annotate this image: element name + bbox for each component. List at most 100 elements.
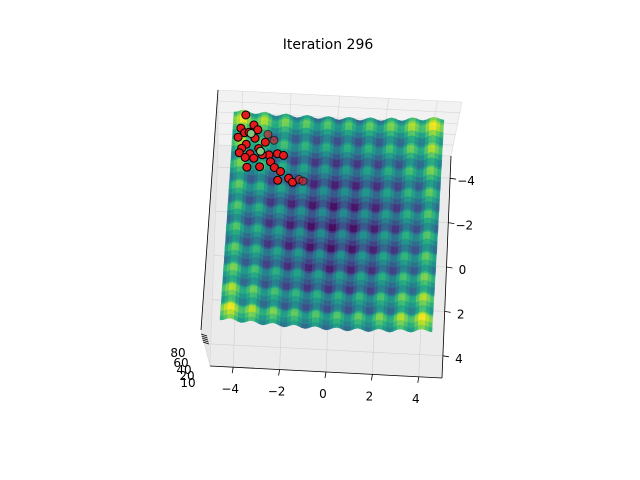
surface-cell — [309, 243, 315, 249]
surface-cell — [230, 265, 235, 271]
surface-cell — [286, 273, 291, 279]
surface-cell — [231, 245, 236, 251]
surface-cell — [393, 198, 398, 206]
surface-cell — [421, 319, 426, 326]
surface-cell — [222, 271, 228, 278]
surface-cell — [276, 208, 281, 214]
surface-cell — [270, 193, 275, 200]
surface-cell — [439, 131, 444, 139]
surface-cell — [353, 219, 358, 226]
surface-cell — [306, 299, 311, 306]
surface-cell — [378, 324, 383, 330]
surface-cell — [256, 185, 261, 191]
particle-point — [273, 175, 283, 185]
surface-cell — [306, 295, 311, 301]
surface-cell — [337, 137, 342, 143]
particle-point — [249, 153, 259, 163]
surface-cell — [221, 291, 226, 297]
surface-cell — [275, 229, 280, 235]
surface-cell — [438, 154, 443, 161]
surface-cell — [352, 240, 357, 247]
surface-cell — [232, 224, 238, 231]
surface-cell — [392, 220, 397, 227]
surface-cell — [408, 174, 413, 181]
surface-cell — [411, 130, 416, 137]
surface-cell — [342, 173, 347, 181]
particle-point — [298, 176, 308, 186]
surface-cell — [246, 238, 251, 244]
particle-point — [242, 162, 252, 172]
surface-cell — [224, 247, 229, 253]
surface-cell — [286, 282, 291, 288]
y-tick — [446, 266, 453, 269]
surface-cell — [241, 313, 246, 319]
surface-cell — [354, 323, 359, 330]
surface-cell — [294, 151, 299, 158]
surface-cell — [226, 215, 231, 221]
surface-cell — [397, 128, 402, 134]
surface-cell — [246, 228, 252, 235]
surface-cell — [271, 290, 276, 296]
surface-cell — [262, 311, 267, 317]
surface-cell — [242, 293, 247, 300]
surface-cell — [422, 299, 427, 307]
surface-cell — [407, 196, 412, 203]
surface-cell — [307, 279, 312, 286]
surface-cell — [355, 299, 360, 306]
surface-cell — [237, 161, 242, 167]
surface-cell — [269, 210, 274, 216]
particle-point — [240, 152, 250, 162]
surface-cell — [268, 231, 273, 237]
surface-cell — [372, 198, 377, 205]
surface-cell — [323, 128, 328, 136]
surface-cell — [382, 196, 388, 203]
surface-cell — [294, 255, 299, 262]
surface-cell — [314, 174, 319, 182]
surface-cell — [349, 281, 354, 288]
surface-cell — [264, 280, 270, 287]
surface-cell — [386, 196, 391, 203]
x-tick — [417, 376, 420, 383]
surface-cell — [300, 167, 305, 173]
surface-cell — [356, 279, 362, 286]
surface-cell — [304, 323, 309, 329]
surface-cell — [295, 124, 301, 131]
surface-cell — [390, 130, 395, 137]
z-tick-label: 80 — [170, 346, 185, 360]
surface-cell — [412, 241, 417, 248]
surface-cell — [439, 137, 444, 143]
surface-cell — [421, 324, 426, 330]
surface-cell — [305, 304, 311, 310]
surface-cell — [415, 176, 420, 184]
surface-cell — [336, 258, 342, 265]
surface-cell — [228, 289, 233, 296]
surface-cell — [249, 191, 254, 198]
surface-cell — [223, 256, 229, 262]
surface-cell — [319, 189, 325, 196]
surface-cell — [354, 198, 360, 205]
surface-cell — [295, 235, 301, 242]
surface-cell — [417, 154, 422, 162]
surface-cell — [225, 230, 230, 237]
surface-cell — [284, 302, 289, 308]
surface-cell — [417, 324, 422, 331]
particle-point — [255, 162, 265, 172]
particle-point — [263, 129, 273, 139]
surface-cell — [229, 274, 234, 280]
surface-cell — [273, 254, 278, 261]
surface-cell — [333, 318, 338, 325]
surface-cell — [314, 170, 319, 176]
surface-cell — [316, 136, 321, 142]
surface-cell — [249, 186, 254, 193]
surface-cell — [311, 317, 317, 323]
particle-point — [276, 167, 285, 176]
surface-cell — [243, 273, 249, 280]
surface-cell — [302, 127, 307, 134]
surface-cell — [281, 131, 286, 137]
surface-cell — [274, 238, 279, 244]
surface-cell — [248, 208, 253, 214]
surface-cell — [230, 254, 236, 260]
surface-cell — [271, 279, 277, 285]
surface-cell — [266, 260, 271, 266]
surface-cell — [247, 217, 253, 223]
